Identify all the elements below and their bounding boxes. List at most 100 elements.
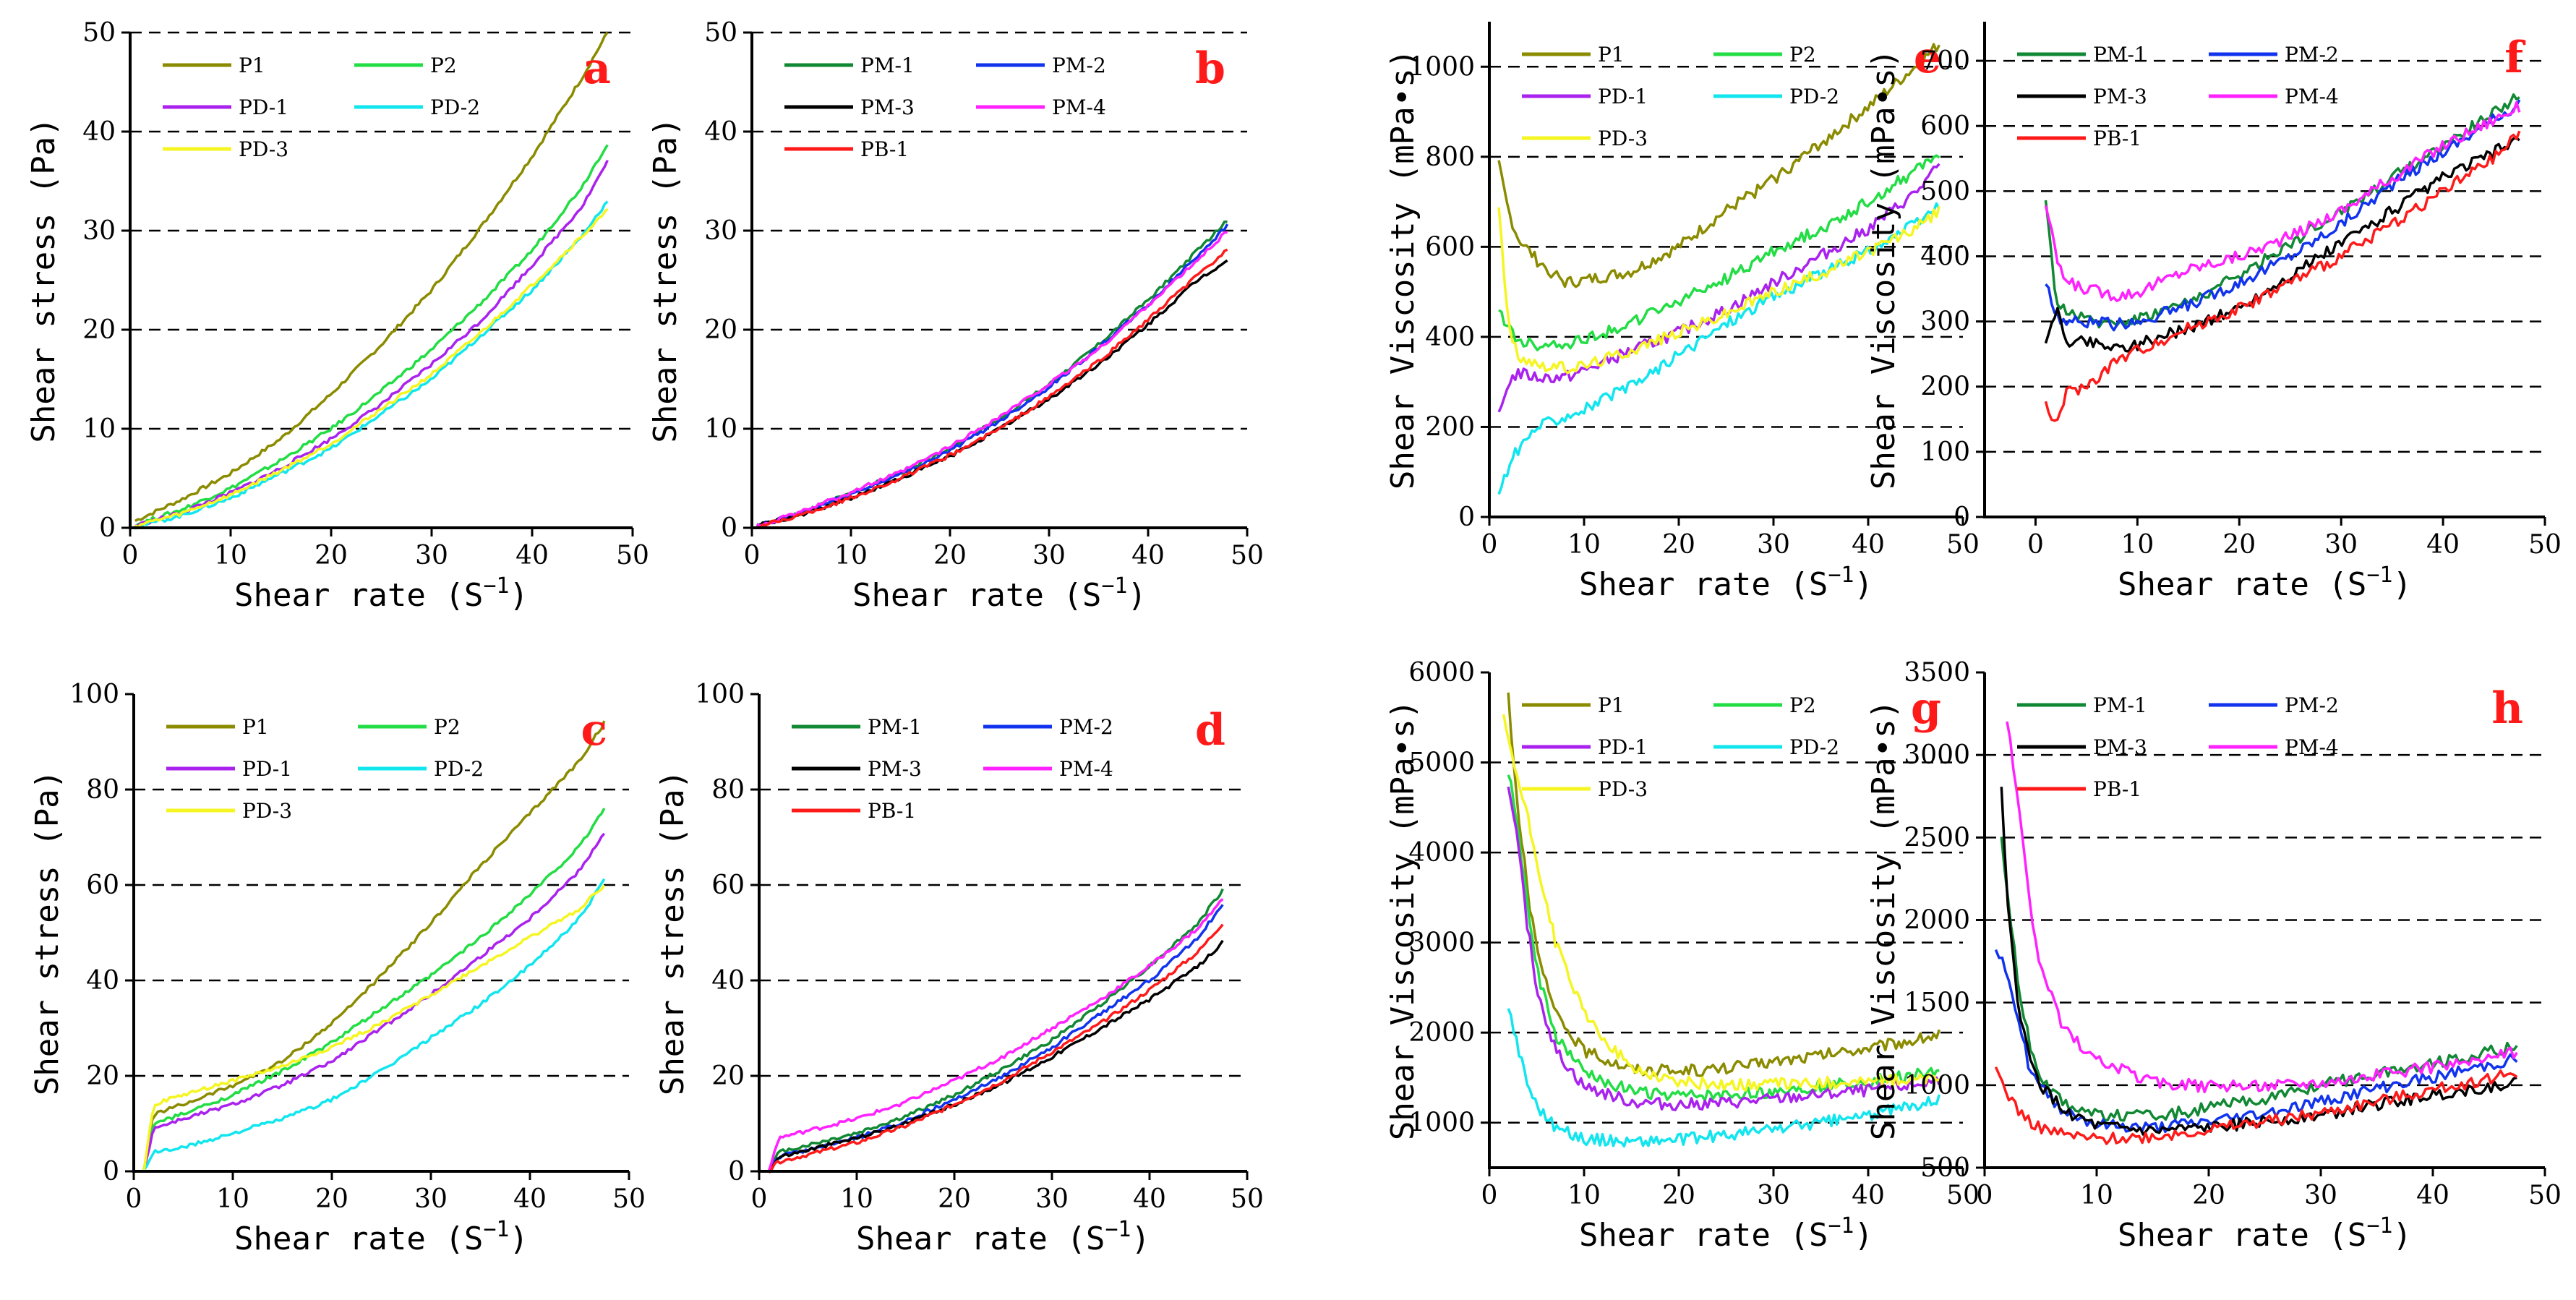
x-tick-label: 20	[933, 541, 967, 570]
x-tick-label: 10	[1567, 530, 1601, 560]
legend-label: PM-4	[1052, 95, 1106, 119]
legend-label: PM-3	[868, 757, 922, 781]
legend-label: PD-1	[1598, 735, 1648, 759]
series-line-p1	[142, 720, 606, 1173]
y-tick-label: 100	[1920, 437, 1970, 467]
x-axis-label: Shear rate (S−1)	[234, 573, 529, 614]
x-tick-label: 20	[1662, 1181, 1695, 1210]
legend-label: PM-1	[860, 54, 915, 77]
series-line-pm-2	[2045, 99, 2521, 332]
panel-label: g	[1911, 683, 1941, 734]
series-line-pm-3	[2044, 137, 2520, 353]
x-tick-label: 30	[2324, 530, 2358, 560]
series-line-pm-4	[767, 898, 1224, 1171]
panel-label: d	[1195, 705, 1225, 756]
legend-label: PB-1	[860, 137, 909, 161]
x-tick-label: 30	[1757, 530, 1790, 560]
y-axis-label: Shear Viscosity (mPa•s)	[1385, 49, 1421, 489]
x-tick-label: 40	[2426, 530, 2460, 560]
y-tick-label: 20	[82, 315, 116, 345]
legend-label: PM-3	[860, 95, 915, 119]
y-tick-label: 400	[1920, 241, 1970, 271]
panel-d: 0 10 20 30 40 50 0 20 40 60 80 100 Shear rate (S−1) S…	[654, 680, 1264, 1257]
series-line-pd-1	[134, 159, 609, 527]
series-line-pd-3	[142, 884, 606, 1173]
panel-label: f	[2504, 33, 2526, 83]
legend-label: P2	[1789, 43, 1816, 67]
x-tick-label: 20	[314, 541, 348, 570]
x-tick-label: 50	[616, 541, 649, 570]
x-tick-label: 40	[2416, 1181, 2449, 1210]
y-tick-label: 2500	[1904, 823, 1970, 852]
legend-label: PD-3	[1598, 127, 1648, 150]
axes-frame	[758, 694, 1247, 1173]
x-axis-label: Shear rate (S−1)	[2118, 563, 2412, 603]
series-line-pd-1	[1497, 163, 1940, 413]
y-tick-label: 40	[711, 966, 745, 996]
x-tick-label: 40	[515, 541, 549, 570]
y-tick-label: 600	[1920, 111, 1970, 141]
series-line-pm-4	[2044, 101, 2521, 302]
panel-g: 0 10 20 30 40 50 1000 2000 3000 4000 5000 6000 Shear…	[1385, 658, 1980, 1254]
x-tick-label: 10	[2121, 530, 2154, 560]
legend-label: P1	[1598, 43, 1625, 67]
panel-label: h	[2491, 683, 2523, 734]
y-tick-label: 60	[711, 871, 745, 900]
y-tick-label: 10	[704, 414, 737, 444]
legend-label: PD-2	[430, 95, 480, 119]
x-tick-label: 30	[414, 1184, 448, 1214]
x-axis-label: Shear rate (S−1)	[856, 1217, 1150, 1257]
x-axis-label: Shear rate (S−1)	[852, 573, 1147, 614]
y-axis-label: Shear stress (Pa)	[29, 770, 66, 1095]
y-axis-label: Shear stress (Pa)	[654, 770, 691, 1095]
x-tick-label: 0	[744, 541, 761, 570]
series-line-pm-1	[756, 220, 1228, 528]
series-line-p1	[134, 31, 609, 523]
x-tick-label: 40	[1852, 1181, 1885, 1210]
y-tick-label: 600	[1425, 232, 1475, 262]
legend-label: PD-3	[1598, 777, 1648, 801]
legend-label: PM-4	[1059, 757, 1113, 781]
y-tick-label: 0	[103, 1157, 119, 1186]
legend-label: PD-1	[1598, 85, 1648, 108]
x-tick-label: 0	[751, 1184, 768, 1214]
x-tick-label: 30	[1032, 541, 1066, 570]
y-tick-label: 500	[1920, 176, 1970, 206]
x-tick-label: 40	[1852, 530, 1885, 560]
series-line-pm-3	[756, 259, 1228, 528]
y-tick-label: 700	[1920, 46, 1970, 76]
x-tick-label: 20	[1662, 530, 1695, 560]
x-tick-label: 10	[1567, 1181, 1601, 1210]
y-tick-label: 80	[711, 775, 745, 805]
series-line-pd-2	[1497, 202, 1940, 495]
series-line-p2	[134, 144, 609, 528]
legend-label: PM-2	[2285, 43, 2339, 67]
legend-label: P2	[434, 715, 461, 739]
series-line-pd-3	[1502, 714, 1940, 1092]
legend-label: PD-1	[242, 757, 292, 781]
series-line-pm-3	[2000, 787, 2517, 1136]
y-tick-label: 200	[1920, 372, 1970, 402]
y-tick-label: 1000	[1408, 1108, 1475, 1138]
x-tick-label: 40	[513, 1184, 547, 1214]
y-tick-label: 20	[711, 1061, 745, 1091]
y-tick-label: 30	[82, 216, 116, 246]
legend-label: P1	[1598, 693, 1625, 717]
x-axis-label: Shear rate (S−1)	[2118, 1213, 2412, 1254]
series-line-pd-1	[1507, 786, 1940, 1111]
legend-label: PM-3	[2093, 85, 2147, 108]
y-tick-label: 60	[86, 871, 119, 900]
x-tick-label: 10	[2080, 1181, 2113, 1210]
y-tick-label: 800	[1425, 142, 1475, 172]
series-line-pb-1	[1994, 1066, 2518, 1145]
axes-frame	[132, 694, 629, 1173]
series-line-pm-4	[2006, 721, 2518, 1094]
x-tick-label: 50	[2528, 530, 2562, 560]
legend-label: PM-4	[2285, 85, 2339, 108]
legend-label: PB-1	[868, 799, 916, 823]
y-tick-label: 6000	[1408, 658, 1475, 688]
x-tick-label: 50	[1946, 1181, 1980, 1210]
x-tick-label: 0	[2027, 530, 2044, 560]
